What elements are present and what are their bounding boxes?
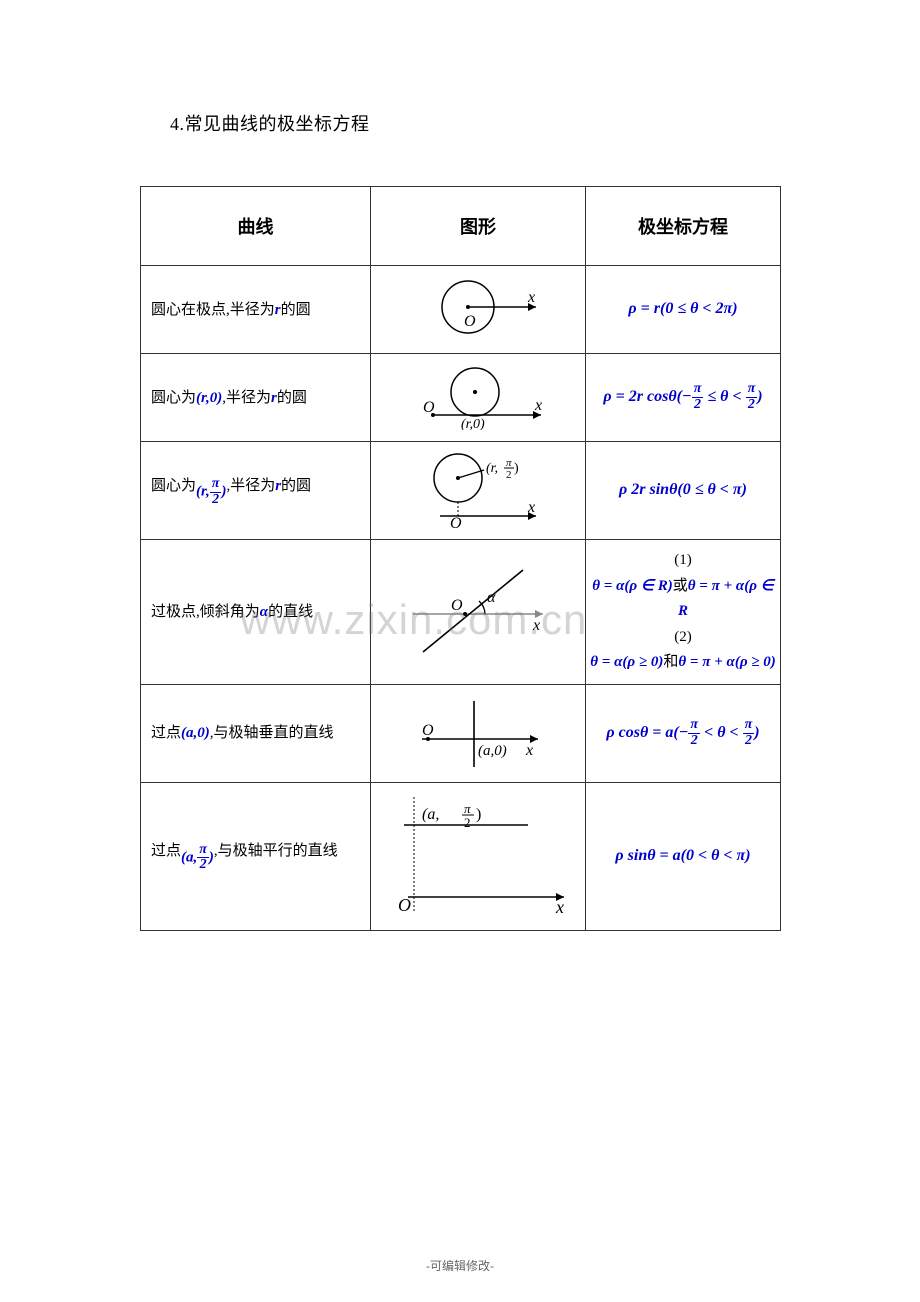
text: 圆心在极点,半径为	[151, 302, 275, 318]
figure-cell: O (r,0) x	[371, 354, 586, 442]
figure-cell: (a, π 2 ) O x	[371, 782, 586, 930]
var-point: (r,π2)	[196, 477, 226, 507]
text: 圆心为	[151, 478, 196, 494]
svg-text:α: α	[487, 589, 496, 606]
svg-text:(a,0): (a,0)	[478, 743, 507, 759]
svg-text:x: x	[532, 617, 540, 634]
text: ,与极轴平行的直线	[214, 843, 338, 859]
eq-label-2: (2)	[590, 625, 776, 651]
equation: ρ = r(0 ≤ θ < 2π)	[628, 300, 737, 317]
circle-at-pole-icon: O x	[408, 272, 548, 342]
curve-description: 过点(a,π2),与极轴平行的直线	[141, 782, 371, 930]
svg-text:x: x	[555, 897, 564, 917]
svg-text:x: x	[527, 289, 535, 306]
equation: ρ cosθ = a(−π2 < θ < π2)	[606, 724, 759, 741]
page-footer: -可编辑修改-	[0, 1257, 920, 1274]
var-point: (a,0)	[181, 725, 210, 741]
table-row: 圆心在极点,半径为r的圆 O x ρ = r(0 ≤ θ < 2π)	[141, 266, 781, 354]
svg-text:O: O	[450, 515, 462, 528]
figure-cell: O x	[371, 266, 586, 354]
figure-cell: O (a,0) x	[371, 684, 586, 782]
svg-text:(r,: (r,	[486, 461, 498, 476]
table-header-row: 曲线 图形 极坐标方程	[141, 187, 781, 266]
text: 圆心为	[151, 390, 196, 406]
col-header-figure: 图形	[371, 187, 586, 266]
equation-line-2: θ = α(ρ ≥ 0)和θ = π + α(ρ ≥ 0)	[590, 650, 776, 676]
equation: ρ sinθ = a(0 < θ < π)	[615, 847, 750, 864]
svg-text:O: O	[451, 597, 463, 614]
circle-vert-axis-icon: (r, π 2 ) O x	[398, 448, 558, 528]
curve-description: 圆心为(r,π2),半径为r的圆	[141, 442, 371, 540]
line-through-pole-icon: α O x	[393, 554, 563, 664]
text: ,半径为	[222, 390, 271, 406]
text: 的圆	[277, 390, 307, 406]
figure-cell: α O x	[371, 540, 586, 685]
curve-description: 圆心为(r,0),半径为r的圆	[141, 354, 371, 442]
text: 的圆	[281, 478, 311, 494]
equation-cell: (1) θ = α(ρ ∈ R)或θ = π + α(ρ ∈ R (2) θ =…	[586, 540, 781, 685]
svg-text:π: π	[464, 801, 471, 816]
svg-text:2: 2	[464, 815, 471, 830]
table-row: 过点(a,0),与极轴垂直的直线 O (a,0) x ρ cosθ = a(−π…	[141, 684, 781, 782]
col-header-curve: 曲线	[141, 187, 371, 266]
equation-cell: ρ = r(0 ≤ θ < 2π)	[586, 266, 781, 354]
figure-cell: (r, π 2 ) O x	[371, 442, 586, 540]
horizontal-line-icon: (a, π 2 ) O x	[378, 789, 578, 919]
var-point: (r,0)	[196, 390, 222, 406]
var-alpha: α	[260, 604, 268, 620]
svg-text:(r,0): (r,0)	[461, 417, 485, 430]
svg-text:O: O	[422, 722, 434, 739]
equation-cell: ρ = 2r cosθ(−π2 ≤ θ < π2)	[586, 354, 781, 442]
table-row: 圆心为(r,0),半径为r的圆 O (r,0) x ρ = 2r cosθ(−π…	[141, 354, 781, 442]
equation-line-1: θ = α(ρ ∈ R)或θ = π + α(ρ ∈ R	[590, 574, 776, 625]
eq-label-1: (1)	[590, 548, 776, 574]
svg-text:(a,: (a,	[422, 806, 447, 823]
text: 过点	[151, 725, 181, 741]
text: 过点	[151, 843, 181, 859]
curve-description: 过极点,倾斜角为α的直线	[141, 540, 371, 685]
svg-text:2: 2	[506, 469, 512, 481]
vertical-line-icon: O (a,0) x	[398, 691, 558, 771]
text: 的直线	[268, 604, 313, 620]
svg-text:): )	[476, 806, 481, 823]
text: 过极点,倾斜角为	[151, 604, 260, 620]
equation-cell: ρ cosθ = a(−π2 < θ < π2)	[586, 684, 781, 782]
var-point: (a,π2)	[181, 843, 214, 873]
svg-text:x: x	[534, 397, 542, 414]
svg-text:): )	[514, 461, 519, 476]
curve-description: 圆心在极点,半径为r的圆	[141, 266, 371, 354]
equation: ρ 2r sinθ(0 ≤ θ < π)	[619, 481, 747, 498]
curve-description: 过点(a,0),与极轴垂直的直线	[141, 684, 371, 782]
svg-text:x: x	[527, 499, 535, 516]
text: ,与极轴垂直的直线	[210, 725, 334, 741]
text: 的圆	[281, 302, 311, 318]
table-row: 圆心为(r,π2),半径为r的圆 (r, π 2 ) O x	[141, 442, 781, 540]
svg-text:O: O	[423, 399, 435, 416]
svg-text:O: O	[464, 313, 476, 330]
svg-text:O: O	[398, 895, 411, 915]
table-row: 过点(a,π2),与极轴平行的直线 (a, π 2 ) O x	[141, 782, 781, 930]
polar-curves-table: 曲线 图形 极坐标方程 圆心在极点,半径为r的圆 O x ρ = r(0 ≤	[140, 186, 781, 931]
equation: ρ = 2r cosθ(−π2 ≤ θ < π2)	[603, 388, 762, 405]
section-heading: 4.常见曲线的极坐标方程	[170, 110, 780, 136]
col-header-equation: 极坐标方程	[586, 187, 781, 266]
svg-text:π: π	[506, 457, 512, 469]
text: ,半径为	[226, 478, 275, 494]
equation-cell: ρ 2r sinθ(0 ≤ θ < π)	[586, 442, 781, 540]
table-row: 过极点,倾斜角为α的直线 α O x (1) θ = α(ρ ∈ R)或θ = …	[141, 540, 781, 685]
circle-on-axis-icon: O (r,0) x	[403, 360, 553, 430]
equation-cell: ρ sinθ = a(0 < θ < π)	[586, 782, 781, 930]
svg-text:x: x	[525, 742, 533, 759]
